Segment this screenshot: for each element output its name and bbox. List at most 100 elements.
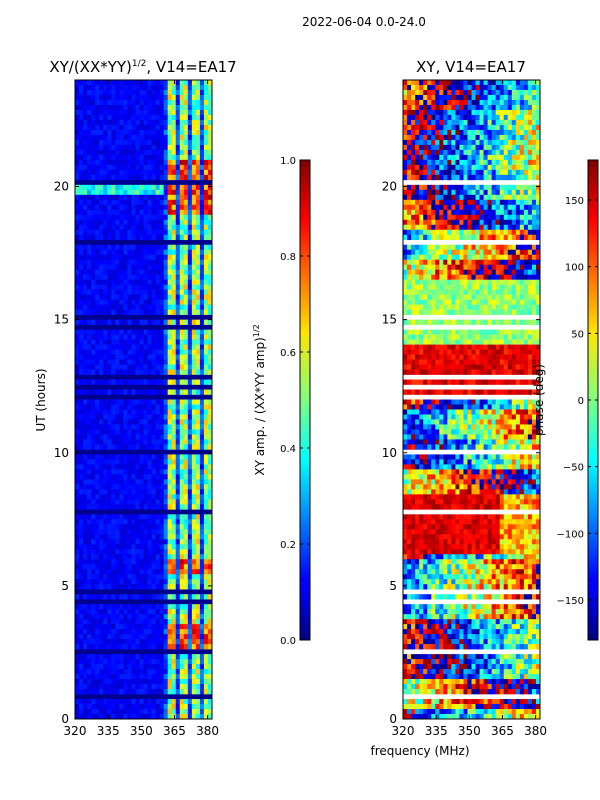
phase-cell	[435, 164, 440, 171]
amplitude-cell	[139, 489, 144, 495]
amplitude-cell	[119, 439, 124, 445]
amplitude-cell	[83, 659, 88, 665]
amplitude-cell	[171, 104, 177, 111]
amplitude-cell	[147, 339, 152, 345]
amplitude-cell	[115, 144, 120, 151]
amplitude-cell	[191, 369, 197, 375]
amplitude-cell	[207, 654, 213, 660]
amplitude-cell	[83, 364, 88, 370]
amplitude-cell	[87, 304, 92, 310]
amplitude-cell	[107, 154, 112, 161]
amplitude-cell	[83, 419, 88, 425]
amplitude-cell	[143, 714, 148, 720]
amplitude-cell	[83, 494, 88, 500]
amplitude-cell	[115, 349, 120, 355]
amplitude-cell	[207, 94, 213, 101]
amplitude-cell	[187, 279, 193, 285]
amplitude-cell	[151, 579, 156, 585]
amplitude-cell	[131, 439, 136, 445]
amplitude-cell	[91, 264, 96, 270]
phase-cell	[535, 84, 541, 91]
amplitude-cell	[199, 109, 205, 116]
amplitude-cell	[151, 624, 156, 630]
amplitude-cell	[115, 354, 120, 360]
amplitude-cell	[123, 439, 128, 445]
amplitude-cell	[159, 474, 165, 480]
phase-cell	[435, 169, 440, 176]
amplitude-cell	[83, 414, 88, 420]
amplitude-cell	[183, 629, 189, 635]
amplitude-cell	[143, 299, 148, 305]
amplitude-cell	[171, 269, 177, 275]
amplitude-cell	[75, 699, 80, 705]
amplitude-cell	[127, 614, 132, 620]
amplitude-cell	[79, 269, 84, 275]
amplitude-cell	[131, 594, 136, 600]
phase-panel-title: XY, V14=EA17	[416, 58, 526, 76]
phase-cell	[487, 219, 493, 226]
amplitude-cell	[187, 359, 193, 365]
amplitude-cell	[99, 369, 104, 375]
amplitude-cell	[159, 604, 165, 610]
amplitude-cell	[131, 489, 136, 495]
amplitude-cell	[147, 714, 152, 720]
phase-cell	[531, 124, 537, 131]
amplitude-cell	[183, 334, 189, 340]
amplitude-cell	[87, 99, 92, 106]
amplitude-cell	[87, 419, 92, 425]
phase-cell	[415, 219, 420, 226]
amplitude-cell	[187, 579, 193, 585]
amplitude-cell	[183, 494, 189, 500]
amplitude-cell	[171, 344, 177, 350]
amplitude-cell	[143, 454, 148, 460]
amplitude-cell	[91, 474, 96, 480]
amplitude-cell	[147, 119, 152, 126]
phase-cell	[535, 154, 541, 161]
phase-cell	[475, 134, 480, 141]
amplitude-cell	[131, 714, 136, 720]
phase-cell	[447, 209, 452, 216]
amplitude-cell	[131, 259, 136, 266]
phase-cell	[467, 149, 472, 156]
phase-cell	[467, 94, 472, 101]
amplitude-cell	[171, 619, 177, 625]
amplitude-cell	[167, 594, 173, 600]
amplitude-cell	[131, 604, 136, 610]
amplitude-cell	[163, 94, 169, 101]
amplitude-cell	[123, 354, 128, 360]
phase-cell	[435, 154, 440, 161]
amplitude-cell	[135, 194, 140, 201]
amplitude-cell	[87, 80, 92, 86]
phase-cell	[439, 80, 444, 86]
amplitude-cell	[87, 514, 92, 520]
amplitude-cell	[163, 699, 169, 705]
amplitude-cell	[91, 609, 96, 615]
phase-cell	[455, 194, 460, 201]
amplitude-cell	[207, 489, 213, 495]
phase-cell	[479, 184, 484, 191]
phase-cell	[519, 184, 525, 191]
amplitude-cell	[119, 644, 124, 650]
amplitude-cell	[147, 284, 152, 290]
phase-cell	[515, 114, 521, 121]
phase-cell	[415, 199, 420, 206]
phase-cell	[523, 229, 529, 236]
amplitude-cell	[207, 609, 213, 615]
amplitude-cell	[151, 379, 156, 385]
amplitude-cell	[115, 659, 120, 665]
amplitude-cell	[203, 184, 209, 191]
amplitude-cell	[207, 644, 213, 650]
amplitude-cell	[195, 304, 201, 310]
amplitude-cell	[103, 119, 108, 126]
amplitude-cell	[79, 479, 84, 485]
amplitude-cell	[139, 494, 144, 500]
phase-cell	[499, 224, 505, 231]
amplitude-cell	[187, 574, 193, 580]
phase-cell	[427, 209, 432, 216]
amplitude-cell	[115, 709, 120, 715]
amplitude-cell	[191, 349, 197, 355]
amplitude-cell	[187, 709, 193, 715]
phase-cell	[467, 124, 472, 131]
amplitude-cell	[187, 679, 193, 685]
amplitude-cell	[123, 614, 128, 620]
